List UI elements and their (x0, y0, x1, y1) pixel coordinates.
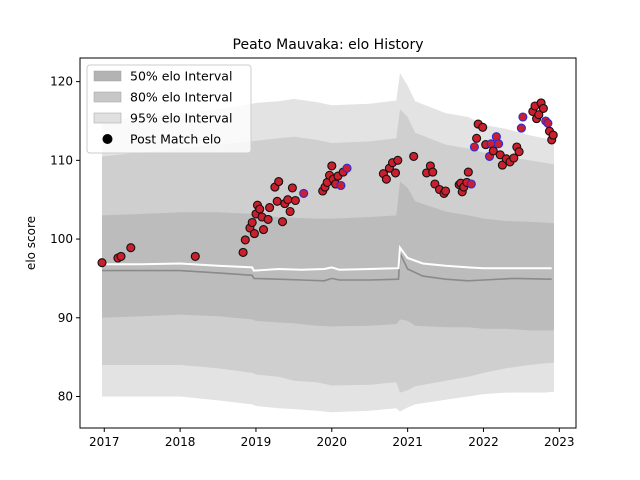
post-match-elo-point (543, 118, 553, 128)
post-match-elo-point (116, 251, 126, 261)
post-match-elo-point (249, 229, 259, 239)
post-match-elo-point (240, 235, 250, 245)
post-match-elo-point (190, 251, 200, 261)
post-match-elo-point (534, 110, 544, 120)
x-tick-label: 2023 (544, 435, 575, 449)
post-match-elo-point (285, 206, 295, 217)
post-match-elo-point (283, 195, 293, 205)
post-match-elo-point (409, 151, 419, 161)
y-tick-label: 100 (50, 232, 73, 246)
post-match-elo-point (272, 196, 282, 206)
x-tick-label: 2022 (468, 435, 499, 449)
band-50-interval (102, 181, 554, 331)
post-match-elo-point (255, 204, 265, 214)
post-match-elo-point (126, 243, 136, 253)
post-match-elo-point (514, 147, 524, 157)
y-tick-label: 110 (50, 153, 73, 167)
legend-label: 95% elo Interval (130, 111, 232, 126)
post-match-elo-point (97, 258, 107, 268)
mean-elo-line (102, 244, 552, 272)
x-axis: 2017 2018 2019 2020 2021 2022 2023 (89, 428, 575, 449)
post-match-elo-point (478, 122, 488, 132)
post-match-elo-point (336, 180, 346, 191)
post-match-elo-point (441, 186, 451, 196)
x-tick-label: 2021 (392, 435, 423, 449)
post-match-elo-point (509, 153, 519, 163)
post-match-elo-point (238, 247, 248, 257)
post-match-elo-point (381, 174, 391, 184)
plot-frame (79, 57, 577, 429)
legend-frame (86, 64, 252, 154)
x-tick-label: 2017 (89, 435, 120, 449)
post-match-elo-point (327, 161, 337, 171)
post-match-elo-point (263, 214, 273, 224)
post-match-elo-point (265, 203, 275, 213)
post-match-elo-point (277, 217, 288, 227)
post-match-elo-point (299, 188, 309, 198)
post-match-elo-point (488, 146, 498, 156)
y-axis-label: elo score (24, 216, 38, 270)
post-match-elo-point (538, 103, 548, 113)
post-match-elo-point (258, 225, 269, 235)
y-axis: 80 90 100 110 120 (50, 75, 80, 404)
post-match-elo-point (466, 179, 476, 189)
median-elo-line (102, 250, 552, 282)
x-tick-label: 2019 (241, 435, 272, 449)
legend-label: 50% elo Interval (130, 69, 232, 84)
y-tick-label: 90 (58, 311, 73, 325)
post-match-elo-point (518, 112, 528, 122)
post-match-elo-point (548, 130, 558, 140)
x-tick-label: 2018 (165, 435, 196, 449)
post-match-elo-point (274, 177, 284, 187)
legend-swatch (93, 70, 122, 82)
post-match-elo-point (290, 195, 300, 206)
post-match-elo-point (428, 167, 438, 177)
post-match-elo-point (393, 155, 403, 165)
post-match-elo-point (494, 139, 504, 149)
post-match-elo-point (469, 142, 479, 152)
chart-title: Peato Mauvaka: elo History (233, 37, 424, 53)
x-tick-label: 2020 (317, 435, 348, 449)
post-match-elo-point (342, 163, 352, 173)
post-match-elo-point (287, 183, 297, 193)
legend-marker (102, 134, 113, 144)
post-match-elo-point (463, 167, 473, 177)
y-tick-label: 120 (50, 75, 73, 89)
legend-label: 80% elo Interval (130, 90, 232, 105)
legend: 50% elo Interval 80% elo Interval 95% elo … (86, 64, 252, 154)
legend-swatch (93, 112, 122, 124)
post-match-elo-point (472, 133, 482, 143)
legend-label: Post Match elo (130, 132, 221, 147)
y-tick-label: 80 (58, 390, 73, 404)
legend-swatch (93, 91, 122, 103)
post-match-elo-point (247, 217, 257, 228)
post-match-elo-point (390, 168, 401, 178)
post-match-elo-point (516, 123, 526, 133)
